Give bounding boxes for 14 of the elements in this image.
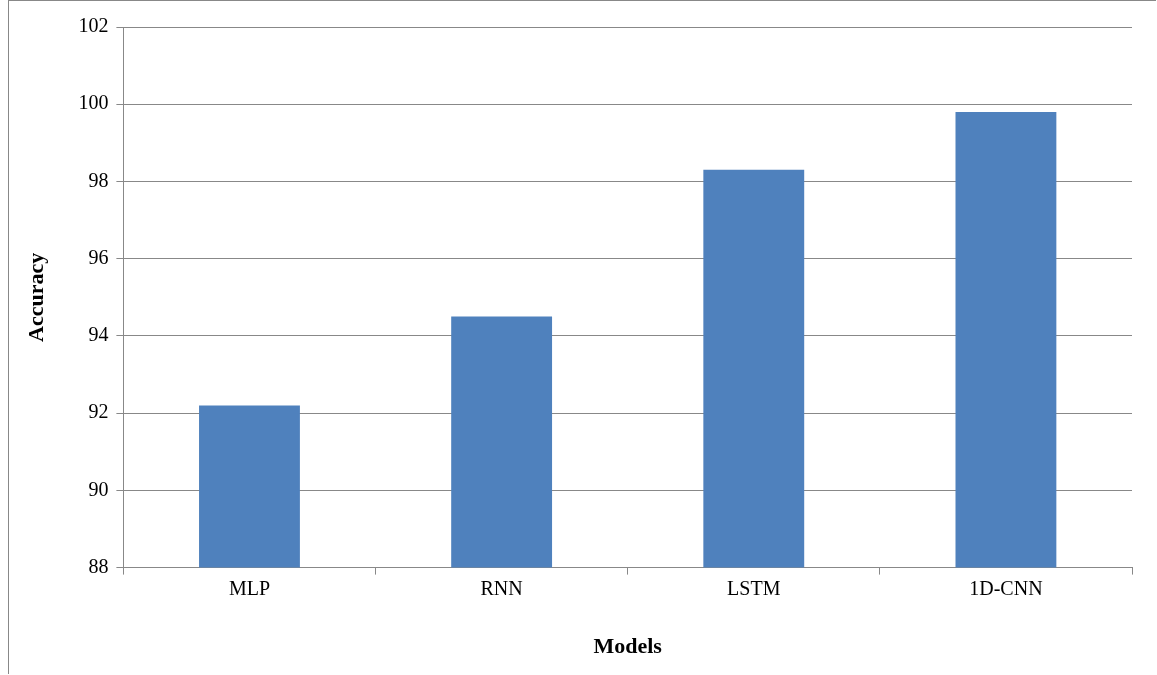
y-tick-label: 102 <box>78 14 109 37</box>
y-axis-title: Accuracy <box>22 252 48 342</box>
x-tick-label: MLP <box>228 576 271 599</box>
x-tick-label: LSTM <box>727 576 781 599</box>
y-tick-label: 94 <box>88 323 109 346</box>
y-tick-label: 88 <box>88 554 109 577</box>
y-tick-label: 100 <box>78 91 109 114</box>
y-tick-label: 96 <box>88 245 109 268</box>
y-tick-label: 98 <box>88 168 109 191</box>
y-tick-label: 92 <box>88 400 109 423</box>
y-tick-label: 90 <box>88 477 109 500</box>
x-axis-title: Models <box>593 633 663 659</box>
x-tick-label: RNN <box>480 576 523 599</box>
x-tick-label: 1D-CNN <box>969 576 1043 599</box>
